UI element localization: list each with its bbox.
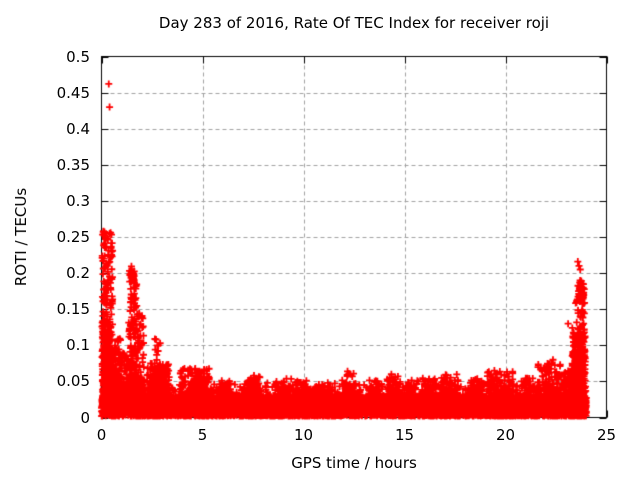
- chart-title: Day 283 of 2016, Rate Of TEC Index for r…: [158, 14, 550, 32]
- x-tick-label: 25: [596, 426, 617, 444]
- x-tick-label: 15: [394, 426, 415, 444]
- y-tick-label: 0.1: [66, 336, 90, 355]
- y-tick-label: 0.15: [56, 300, 90, 319]
- y-tick-label: 0.2: [66, 264, 90, 283]
- y-tick-label: 0.35: [56, 155, 90, 174]
- y-tick-label: 0.25: [56, 228, 90, 246]
- x-tick-label: 5: [197, 426, 208, 444]
- x-tick-label: 20: [495, 426, 516, 444]
- y-tick-label: 0.05: [56, 372, 90, 391]
- x-axis-label: GPS time / hours: [291, 454, 417, 472]
- x-tick-label: 0: [96, 426, 107, 444]
- x-tick-label: 10: [293, 426, 314, 444]
- y-tick-label: 0.5: [66, 47, 90, 66]
- y-tick-label: 0.4: [66, 119, 90, 138]
- y-tick-label: 0.3: [66, 191, 90, 210]
- y-tick-label: 0.45: [56, 83, 90, 102]
- y-tick-label: 0: [80, 408, 90, 427]
